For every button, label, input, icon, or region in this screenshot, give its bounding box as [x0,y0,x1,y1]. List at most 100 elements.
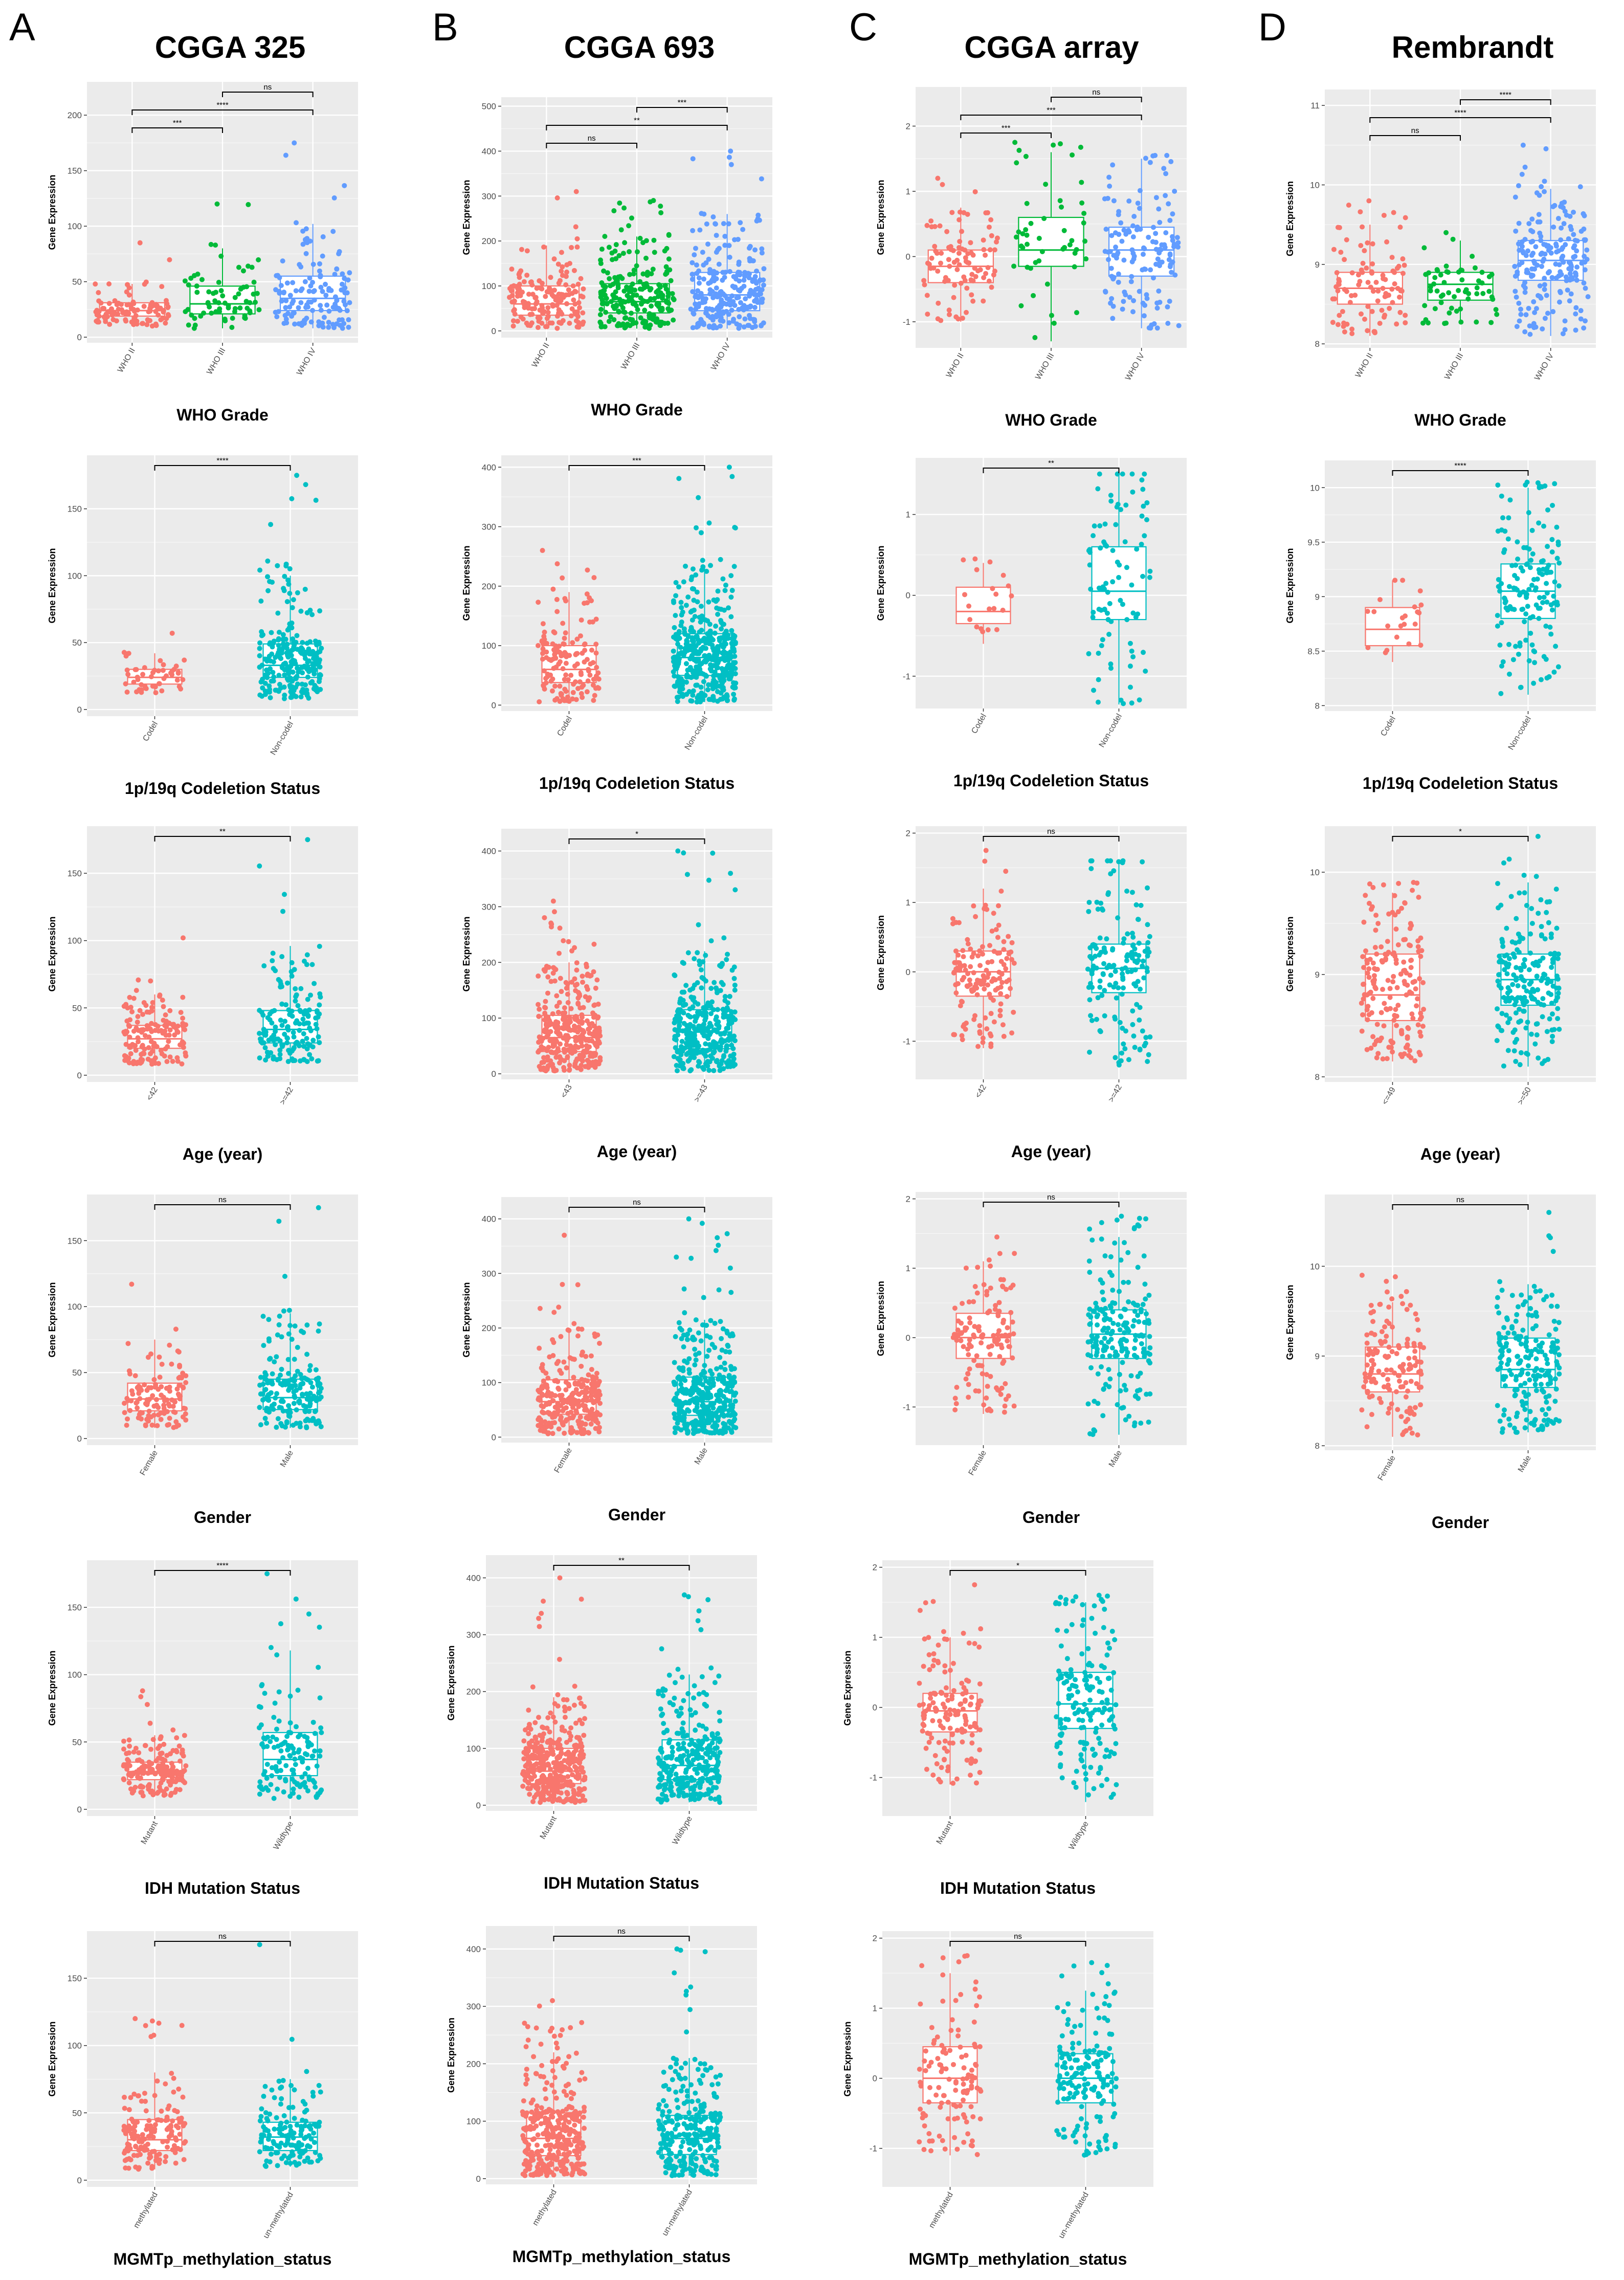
data-point [755,285,761,291]
data-point [695,1001,701,1007]
data-point [567,1068,572,1073]
data-point [1573,305,1579,311]
data-point [589,1038,595,1044]
data-point [693,572,699,578]
data-point [509,299,515,305]
data-point [731,696,737,702]
data-point [1099,643,1104,649]
data-point [1381,1023,1387,1029]
data-point [1555,1006,1561,1011]
significance-label: ns [1047,827,1055,836]
data-point [1551,600,1557,606]
data-point [1495,482,1501,488]
data-point [1140,573,1146,579]
data-point [257,863,262,869]
data-point [977,948,983,954]
data-point [617,274,623,279]
data-point [142,665,147,671]
data-point [1099,992,1105,998]
data-point [671,648,676,654]
data-point [627,272,633,277]
data-point [298,608,304,614]
data-point [928,218,934,224]
data-point [1031,293,1036,298]
data-point [656,282,662,287]
data-point [696,922,701,927]
data-point [960,948,966,954]
data-point [1133,902,1139,907]
data-point [671,598,676,604]
data-point [185,307,191,313]
data-point [980,951,985,957]
data-point [1381,212,1387,218]
data-point [694,664,699,670]
data-point [681,961,686,966]
data-point [1397,309,1403,315]
y-tick-label: 50 [72,1003,82,1013]
data-point [1529,272,1534,278]
data-point [1374,1022,1380,1027]
data-point [929,224,935,230]
data-point [711,980,717,985]
data-point [152,668,158,673]
data-point [699,985,704,991]
data-point [293,661,298,667]
data-point [178,1010,184,1015]
data-point [563,980,569,985]
data-point [293,639,299,645]
data-point [126,651,131,656]
data-point [1540,600,1546,605]
data-point [1454,308,1459,314]
data-point [1474,285,1480,291]
data-point [1110,276,1116,282]
data-point [1550,1033,1555,1039]
data-point [1434,288,1440,294]
data-point [572,1061,578,1067]
data-point [1555,216,1561,222]
data-point [961,954,966,960]
data-point [1134,546,1140,552]
data-point [554,609,560,614]
data-point [1428,284,1433,290]
data-point [985,982,991,988]
box-group [1085,858,1153,1068]
data-point [579,1062,584,1068]
data-point [280,909,286,914]
data-point [139,1052,144,1057]
data-point [1120,602,1125,607]
data-point [1130,610,1136,616]
data-point [952,960,958,965]
data-point [273,1042,278,1048]
data-point [293,986,298,991]
data-point [287,293,293,298]
data-point [1390,1049,1395,1055]
data-point [1362,317,1367,322]
data-point [269,630,274,635]
data-point [540,548,545,554]
data-point [722,658,728,663]
data-point [1141,313,1147,319]
data-point [576,324,582,330]
x-tick-label: WHO II [530,342,551,369]
y-tick-label: -1 [903,1036,910,1046]
data-point [557,925,563,931]
data-point [707,666,713,672]
data-point [1554,973,1560,979]
data-point [1497,642,1503,648]
data-point [983,210,989,216]
data-point [1120,471,1125,477]
data-point [931,265,937,271]
y-tick-label: 400 [482,462,496,472]
data-point [281,696,287,701]
data-point [936,300,941,306]
data-point [1555,664,1561,670]
data-point [684,672,690,678]
data-point [244,284,250,290]
data-point [1100,971,1106,977]
data-point [1366,198,1372,204]
data-point [135,1020,140,1025]
data-point [1499,620,1504,626]
data-point [270,644,275,650]
data-point [1503,1012,1509,1018]
